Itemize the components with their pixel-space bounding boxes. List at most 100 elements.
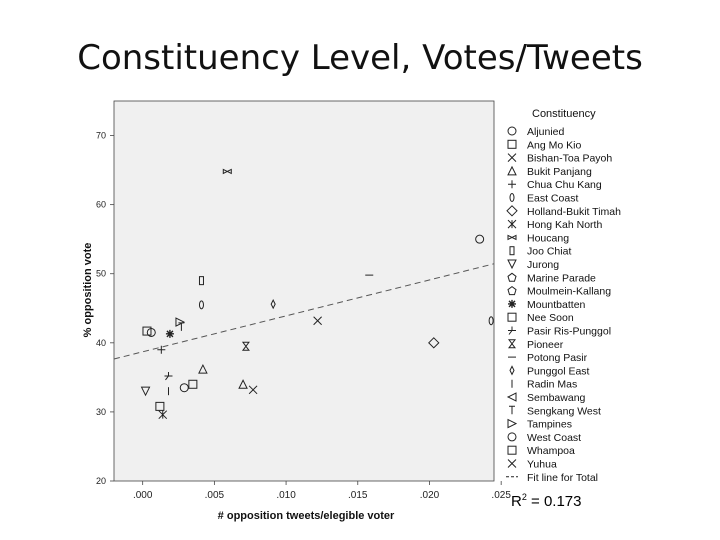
data-point <box>164 371 173 381</box>
data-point <box>158 410 168 420</box>
data-point <box>198 276 204 286</box>
legend-label: Punggol East <box>527 365 590 377</box>
data-point <box>475 234 485 244</box>
legend-label: Nee Soon <box>527 312 574 324</box>
y-tick-label: 30 <box>96 407 106 417</box>
legend-label: Hong Kah North <box>527 219 602 231</box>
data-point <box>188 379 198 389</box>
legend-label: Chua Chu Kang <box>527 179 602 191</box>
data-point <box>313 316 322 326</box>
x-tick-label: .000 <box>133 490 153 501</box>
legend-label: Pasir Ris-Punggol <box>527 326 611 338</box>
data-point <box>428 337 440 349</box>
data-point <box>157 345 166 354</box>
legend-label: Yuhua <box>527 459 557 471</box>
x-tick-label: .020 <box>420 490 440 501</box>
legend-label: Marine Parade <box>527 272 596 284</box>
legend-label: Houcang <box>527 232 569 244</box>
legend-item: West Coast <box>507 432 581 444</box>
y-axis: 20 30 40 50 60 70 <box>96 131 114 486</box>
legend-item: Nee Soon <box>507 312 574 324</box>
legend-label: Moulmein-Kallang <box>527 286 611 298</box>
legend-label: Pioneer <box>527 339 564 351</box>
legend-label: Potong Pasir <box>527 352 588 364</box>
legend-item: Pioneer <box>508 339 564 351</box>
legend-marker <box>507 165 517 176</box>
legend-label: Joo Chiat <box>527 246 571 258</box>
legend-item: Jurong <box>507 259 559 271</box>
legend-title: Constituency <box>532 108 596 120</box>
legend-label: Bukit Panjang <box>527 166 592 178</box>
data-point <box>241 341 250 351</box>
legend-item: Aljunied <box>507 126 565 138</box>
x-tick-label: .025 <box>491 490 511 501</box>
legend-marker <box>507 272 517 282</box>
legend-item: Chua Chu Kang <box>508 179 602 191</box>
x-tick-label: .015 <box>348 490 368 501</box>
legend-marker <box>508 180 516 189</box>
data-point <box>142 326 152 336</box>
fit-line <box>113 263 495 360</box>
legend-marker <box>509 246 515 256</box>
x-axis: .000 .005 .010 .015 .020 .025 <box>133 481 511 501</box>
legend-marker <box>506 205 518 217</box>
legend-item: East Coast <box>509 193 578 205</box>
legend-marker <box>507 219 517 229</box>
data-point <box>179 383 189 393</box>
r-squared-value: = 0.173 <box>526 493 582 510</box>
legend-label: Tampines <box>527 419 572 431</box>
data-point <box>198 363 208 374</box>
legend-item: Marine Parade <box>507 272 596 284</box>
legend-marker <box>509 193 515 202</box>
legend-marker <box>507 153 517 162</box>
legend-marker <box>506 392 517 402</box>
legend-item: Sembawang <box>506 392 586 404</box>
slide-title: Constituency Level, Votes/Tweets <box>77 38 643 78</box>
y-axis-label: % opposition vote <box>82 243 94 338</box>
legend-item: Sengkang West <box>509 405 601 417</box>
legend-label: West Coast <box>527 432 581 444</box>
data-points <box>140 168 494 420</box>
r-squared-exponent: 2 <box>521 492 527 502</box>
legend-marker <box>508 299 516 308</box>
legend-label: Fit line for Total <box>527 472 598 484</box>
legend-marker <box>508 326 516 335</box>
legend-marker <box>508 339 516 349</box>
legend-item: Moulmein-Kallang <box>507 286 611 298</box>
fit-line-layer <box>113 263 495 360</box>
x-tick-label: .010 <box>276 490 296 501</box>
legend-label: Radin Mas <box>527 379 577 391</box>
data-point <box>140 386 151 397</box>
legend-label: Sembawang <box>527 392 586 404</box>
legend-item: Punggol East <box>509 365 590 377</box>
legend-item: Yuhua <box>507 459 557 471</box>
legend-item: Bukit Panjang <box>507 165 592 178</box>
r-squared-annotation: R2 = 0.173 <box>511 492 582 510</box>
legend-item: Joo Chiat <box>509 246 571 258</box>
legend-item: Houcang <box>507 232 569 244</box>
data-point <box>175 317 186 327</box>
legend-item: Mountbatten <box>508 299 586 311</box>
legend-item: Ang Mo Kio <box>507 139 581 151</box>
x-axis-label: # opposition tweets/elegible voter <box>218 510 395 522</box>
legend-label: Mountbatten <box>527 299 586 311</box>
data-point <box>270 299 276 310</box>
data-point <box>248 385 258 395</box>
y-tick-label: 60 <box>96 200 106 210</box>
legend-marker <box>507 459 517 468</box>
legend-label: East Coast <box>527 193 578 205</box>
legend-marker <box>507 445 517 455</box>
legend-item: Pasir Ris-Punggol <box>508 326 611 338</box>
legend-marker <box>507 139 517 149</box>
legend-label: Jurong <box>527 259 559 271</box>
legend-item: Hong Kah North <box>507 219 602 231</box>
plot-area <box>113 100 495 482</box>
x-tick-label: .005 <box>205 490 225 501</box>
legend-item: Radin Mas <box>511 379 577 391</box>
legend-label: Whampoa <box>527 445 575 457</box>
legend-label: Aljunied <box>527 126 565 138</box>
data-point <box>238 379 248 389</box>
y-tick-label: 40 <box>96 338 106 348</box>
